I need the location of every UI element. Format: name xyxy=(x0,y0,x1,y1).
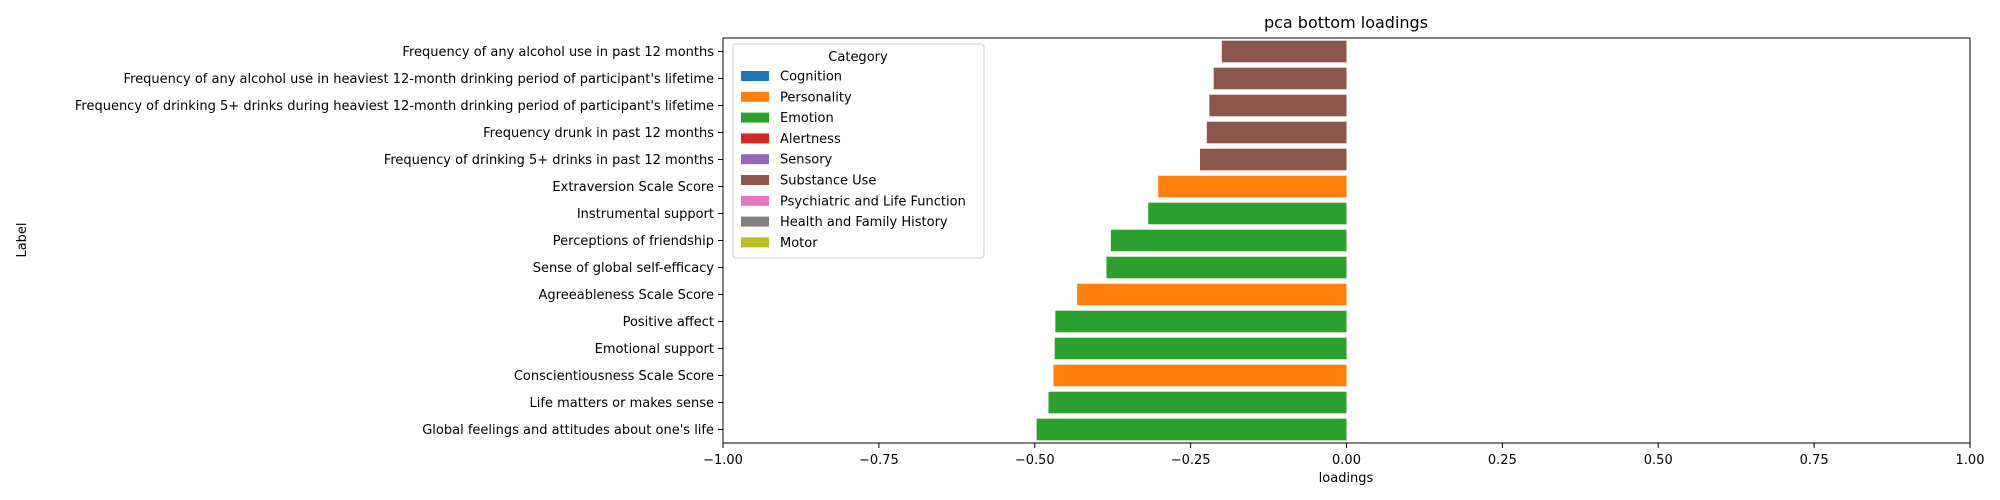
legend-entries: Cognition Personality Emotion Alertness Sens… xyxy=(741,70,966,251)
bar-instrumental-support xyxy=(1148,202,1347,225)
x-tick-label: −1.00 xyxy=(703,453,743,468)
legend-swatch-sensory xyxy=(741,154,769,165)
legend-swatch-motor xyxy=(741,237,769,248)
y-tick-label: Frequency of any alcohol use in past 12 … xyxy=(402,45,714,60)
chart-title: pca bottom loadings xyxy=(1264,13,1428,32)
bar-frequency-of-any-alcohol-use-in-past-12-months xyxy=(1221,40,1347,63)
y-tick-label: Frequency of any alcohol use in heaviest… xyxy=(124,72,714,87)
legend-swatch-substance-use xyxy=(741,175,769,185)
legend-label-personality: Personality xyxy=(780,90,852,105)
y-tick-label: Global feelings and attitudes about one'… xyxy=(422,423,714,438)
legend-label-substance-use: Substance Use xyxy=(780,174,876,189)
legend-label-health-and-family-history: Health and Family History xyxy=(780,215,948,230)
y-axis: Frequency of any alcohol use in past 12 … xyxy=(75,45,723,438)
y-tick-label: Frequency drunk in past 12 months xyxy=(483,126,714,141)
y-tick-label: Instrumental support xyxy=(577,207,714,222)
legend-label-alertness: Alertness xyxy=(780,132,841,147)
x-tick-label: 0.50 xyxy=(1644,453,1673,468)
bar-conscientiousness-scale-score xyxy=(1053,364,1347,387)
legend-label-emotion: Emotion xyxy=(780,111,834,126)
y-tick-label: Frequency of drinking 5+ drinks in past … xyxy=(384,153,714,168)
y-tick-label: Sense of global self-efficacy xyxy=(533,261,715,276)
x-tick-label: −0.25 xyxy=(1171,453,1211,468)
bar-emotional-support xyxy=(1054,337,1347,360)
x-tick-label: 1.00 xyxy=(1956,453,1985,468)
bar-frequency-of-any-alcohol-use-in-heaviest-12-month-drinking-period-of-participant-s-lifetime xyxy=(1213,67,1347,90)
legend-label-sensory: Sensory xyxy=(780,153,833,168)
legend-label-psychiatric-and-life-function: Psychiatric and Life Function xyxy=(780,194,966,209)
y-tick-label: Emotional support xyxy=(595,342,714,357)
x-tick-label: 0.75 xyxy=(1800,453,1829,468)
bar-agreeableness-scale-score xyxy=(1077,283,1347,306)
bar-life-matters-or-makes-sense xyxy=(1048,391,1347,414)
x-tick-label: 0.25 xyxy=(1488,453,1517,468)
bar-global-feelings-and-attitudes-about-one-s-life xyxy=(1036,418,1347,441)
y-tick-label: Life matters or makes sense xyxy=(530,396,714,411)
x-axis-label: loadings xyxy=(1319,471,1374,486)
legend-swatch-personality xyxy=(741,91,769,102)
bar-perceptions-of-friendship xyxy=(1110,229,1347,252)
x-tick-label: −0.75 xyxy=(859,453,899,468)
legend-swatch-alertness xyxy=(741,133,769,144)
bars-layer xyxy=(1036,40,1347,441)
legend-label-motor: Motor xyxy=(780,236,818,251)
bar-frequency-of-drinking-5-drinks-in-past-12-months xyxy=(1199,148,1347,171)
legend: Category Cognition Personality Emotion Aler… xyxy=(732,43,985,259)
legend-swatch-cognition xyxy=(741,71,769,81)
bar-positive-affect xyxy=(1055,310,1347,333)
y-tick-label: Positive affect xyxy=(623,315,714,330)
x-tick-label: 0.00 xyxy=(1332,453,1361,468)
legend-title: Category xyxy=(828,50,888,65)
x-axis: −1.00 −0.75 −0.50 −0.25 0.00 0.25 0.50 0.75 1.00 xyxy=(703,443,1984,468)
bar-frequency-drunk-in-past-12-months xyxy=(1206,121,1347,144)
y-tick-label: Extraversion Scale Score xyxy=(552,180,714,195)
y-tick-label: Agreeableness Scale Score xyxy=(539,288,714,303)
legend-swatch-psychiatric-and-life-function xyxy=(741,195,769,206)
y-tick-label: Frequency of drinking 5+ drinks during h… xyxy=(75,99,714,114)
legend-label-cognition: Cognition xyxy=(780,70,842,85)
legend-swatch-emotion xyxy=(741,112,769,123)
y-tick-label: Conscientiousness Scale Score xyxy=(514,369,714,384)
bar-sense-of-global-self-efficacy xyxy=(1106,256,1347,279)
x-tick-label: −0.50 xyxy=(1015,453,1055,468)
legend-box xyxy=(732,43,985,259)
bar-frequency-of-drinking-5-drinks-during-heaviest-12-month-drinking-period-of-participant-s-lifetime xyxy=(1209,94,1347,117)
y-axis-label: Label xyxy=(15,222,30,257)
legend-swatch-health-and-family-history xyxy=(741,216,769,227)
y-tick-label: Perceptions of friendship xyxy=(553,234,714,249)
bar-extraversion-scale-score xyxy=(1158,175,1347,198)
